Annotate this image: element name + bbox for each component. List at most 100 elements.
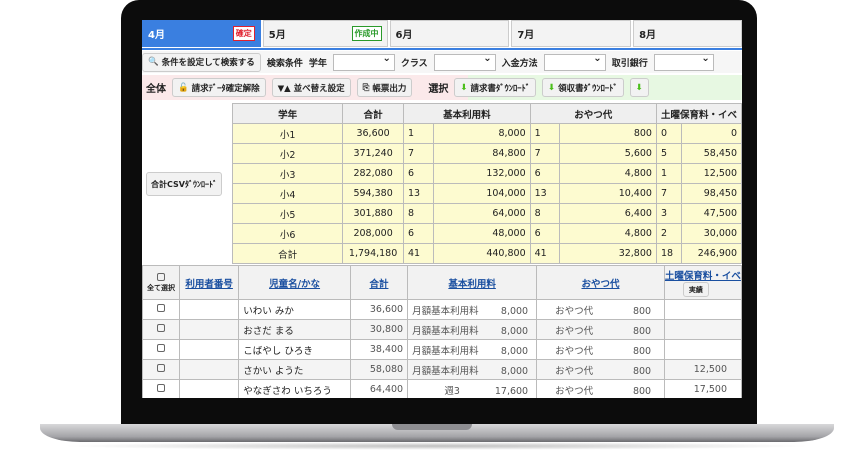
- summary-header-row: 学年 合計 基本利用料 おやつ代 土曜保育料・イベ: [231, 103, 742, 124]
- row-checkbox[interactable]: [157, 344, 165, 352]
- summary-cell: 小1: [231, 123, 344, 144]
- detail-table: 全て選択 利用者番号 児童名/かな 合計 基本利用料 おやつ代 土曜保育料・イベ…: [142, 265, 742, 398]
- sort-user-number-link[interactable]: 利用者番号: [185, 278, 233, 290]
- summary-cell: 1: [403, 123, 434, 144]
- summary-row: 小6 208,000 6 48,000 6 4,800 2 30,000: [231, 223, 742, 244]
- summary-cell: 7: [403, 143, 434, 164]
- more-download-button[interactable]: ⬇: [629, 78, 649, 97]
- summary-cell: 132,000: [432, 163, 531, 184]
- sort-total-link[interactable]: 合計: [369, 278, 389, 290]
- summary-cell: 301,880: [342, 203, 404, 224]
- sort-snack-link[interactable]: おやつ代: [581, 278, 620, 290]
- tab-may[interactable]: 5月 作成中: [262, 20, 388, 47]
- row-checkbox[interactable]: [157, 324, 165, 332]
- document-icon: ⎘: [362, 82, 370, 93]
- summary-cell: 2: [655, 223, 683, 244]
- snack-cell: おやつ代 800: [536, 359, 665, 380]
- payment-method-select[interactable]: [543, 53, 606, 71]
- snack-cell: おやつ代 800: [536, 299, 665, 320]
- child-name: さかい ようた: [238, 359, 351, 380]
- tab-underline: [142, 48, 742, 50]
- laptop-shadow: [60, 442, 814, 450]
- basic-fee-amount: 8,000: [500, 305, 529, 317]
- laptop-notch: [392, 424, 472, 430]
- summary-cell: 6: [529, 223, 561, 244]
- sort-name-link[interactable]: 児童名/かな: [269, 278, 321, 290]
- tab-august[interactable]: 8月: [633, 20, 742, 47]
- print-forms-button[interactable]: ⎘ 帳票出力: [356, 78, 413, 97]
- invoice-download-button[interactable]: ⬇ 請求書ﾀﾞｳﾝﾛｰﾄﾞ: [454, 78, 537, 97]
- receipt-download-button[interactable]: ⬇ 領収書ﾀﾞｳﾝﾛｰﾄﾞ: [542, 78, 624, 97]
- summary-cell: 32,800: [559, 243, 657, 264]
- basic-fee-amount: 8,000: [500, 345, 529, 357]
- snack-cell: おやつ代 800: [536, 319, 665, 340]
- row-select-cell[interactable]: [142, 299, 180, 320]
- summary-cell: 4,800: [559, 163, 657, 184]
- basic-fee-cell: 月額基本利用料 8,000: [407, 299, 538, 320]
- confirmed-badge: 確定: [232, 26, 255, 41]
- user-number-cell: [178, 319, 240, 340]
- summary-row: 小1 36,600 1 8,000 1 800 0 0: [231, 123, 742, 144]
- snack-label: おやつ代: [555, 345, 594, 357]
- summary-cell: 3: [655, 203, 683, 224]
- summary-cell: 13: [529, 183, 561, 204]
- summary-cell: 800: [559, 123, 657, 144]
- detail-row: やなぎさわ いちろう 64,400 週3 17,600 おやつ代 800 17,50…: [142, 379, 742, 398]
- snack-amount: 800: [632, 325, 652, 337]
- sort-basic-fee-link[interactable]: 基本利用料: [448, 278, 496, 290]
- invoice-download-label: 請求書ﾀﾞｳﾝﾛｰﾄﾞ: [470, 83, 531, 94]
- grade-select[interactable]: [332, 53, 395, 71]
- snack-amount: 800: [632, 365, 652, 377]
- action-bar: 全体 🔓 請求ﾃﾞｰﾀ確定解除 ▼▲ 並べ替え設定 ⎘ 帳票出力 選択 ⬇ 請求…: [142, 75, 742, 100]
- summary-cell: 594,380: [342, 183, 404, 204]
- basic-fee-cell: 月額基本利用料 8,000: [407, 319, 538, 340]
- snack-amount: 800: [632, 385, 652, 397]
- select-all-checkbox[interactable]: [157, 272, 165, 281]
- unlock-invoice-button[interactable]: 🔓 請求ﾃﾞｰﾀ確定解除: [172, 78, 266, 97]
- class-label: クラス: [400, 58, 428, 69]
- select-all-header[interactable]: 全て選択: [142, 265, 180, 300]
- summary-cell: 282,080: [342, 163, 404, 184]
- summary-cell: 8: [403, 203, 434, 224]
- summary-cell: 小4: [231, 183, 344, 204]
- row-checkbox[interactable]: [157, 364, 165, 372]
- header-total: 合計: [342, 103, 404, 124]
- row-checkbox[interactable]: [157, 304, 165, 312]
- summary-cell: 4,800: [559, 223, 657, 244]
- snack-amount: 800: [632, 345, 652, 357]
- summary-cell: 5: [655, 143, 683, 164]
- tab-july[interactable]: 7月: [511, 20, 632, 47]
- tab-label: 4月: [148, 30, 165, 41]
- download-arrow-icon: ⬇: [460, 82, 468, 93]
- summary-cell: 10,400: [559, 183, 657, 204]
- search-icon: 🔍: [148, 57, 159, 67]
- row-select-cell[interactable]: [142, 379, 180, 398]
- tab-june[interactable]: 6月: [389, 20, 510, 47]
- total-cell: 58,080: [349, 359, 409, 380]
- search-button[interactable]: 🔍 条件を設定して検索する: [142, 52, 261, 72]
- row-select-cell[interactable]: [142, 319, 180, 340]
- summary-cell: 246,900: [681, 243, 742, 264]
- tab-april[interactable]: 4月 確定: [142, 20, 261, 47]
- summary-row: 合計 1,794,180 41 440,800 41 32,800 18 246,900: [231, 243, 742, 264]
- summary-cell: 47,500: [681, 203, 742, 224]
- lock-icon: 🔓: [178, 82, 189, 93]
- detail-header-row: 全て選択 利用者番号 児童名/かな 合計 基本利用料 おやつ代 土曜保育料・イベ…: [142, 265, 742, 300]
- sort-label: ▼▲ 並べ替え設定: [277, 83, 345, 94]
- snack-amount: 800: [632, 305, 652, 317]
- detail-row: こばやし ひろき 38,400 月額基本利用料 8,000 おやつ代 800: [142, 339, 742, 360]
- summary-cell: 8: [529, 203, 561, 224]
- total-csv-download-button[interactable]: 合計CSVﾀﾞｳﾝﾛｰﾄﾞ: [146, 172, 222, 196]
- summary-cell: 104,000: [432, 183, 531, 204]
- row-select-cell[interactable]: [142, 359, 180, 380]
- row-select-cell[interactable]: [142, 339, 180, 360]
- saturday-cell: [663, 339, 742, 360]
- row-checkbox[interactable]: [157, 384, 165, 392]
- basic-fee-cell: 週3 17,600: [407, 379, 538, 398]
- summary-cell: 64,000: [432, 203, 531, 224]
- bank-select[interactable]: [653, 53, 714, 71]
- class-select[interactable]: [433, 53, 496, 71]
- sort-saturday-link[interactable]: 土曜保育料・イベ: [664, 271, 741, 282]
- sort-settings-button[interactable]: ▼▲ 並べ替え設定: [271, 78, 351, 97]
- actual-button[interactable]: 実績: [682, 282, 709, 297]
